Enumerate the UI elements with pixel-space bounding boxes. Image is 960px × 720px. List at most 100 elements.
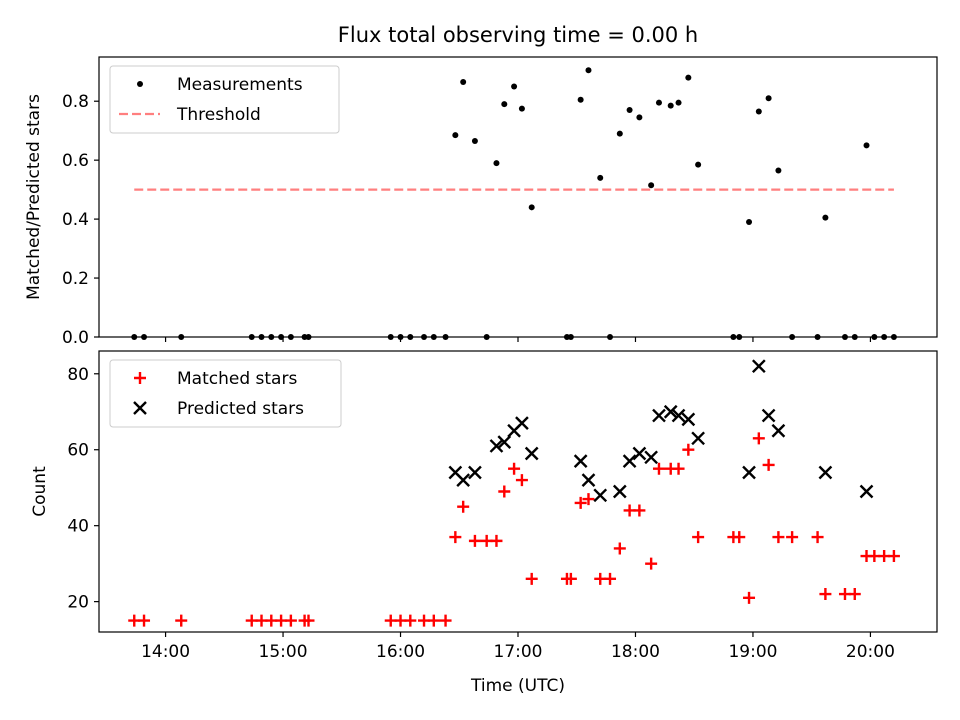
data-point	[525, 572, 538, 585]
data-point	[622, 454, 637, 468]
data-point	[743, 591, 756, 604]
series-predicted-stars	[448, 359, 874, 503]
data-point	[597, 174, 604, 181]
data-point	[822, 214, 829, 221]
y-tick-label: 0.0	[62, 328, 89, 348]
data-point	[762, 458, 775, 471]
plot-area	[128, 359, 900, 627]
data-point	[564, 572, 577, 585]
data-point	[284, 614, 297, 627]
legend-marker	[137, 81, 143, 87]
data-point	[268, 334, 275, 340]
data-point	[786, 531, 799, 544]
data-point	[881, 334, 888, 340]
data-point	[489, 439, 504, 453]
data-point	[761, 408, 776, 423]
data-point	[841, 334, 848, 340]
data-point	[811, 531, 824, 544]
data-point	[248, 334, 255, 340]
data-point	[765, 95, 772, 102]
data-point	[497, 435, 512, 449]
data-point	[404, 614, 417, 627]
data-point	[178, 334, 185, 340]
data-point	[573, 454, 588, 468]
data-point	[577, 96, 584, 103]
bottom-panel: 14:00 15:00 16:00 17:00 18:00 19:00 20:00 20 40 6…	[30, 350, 938, 696]
data-point	[645, 557, 658, 570]
plot-area	[131, 67, 897, 340]
data-point	[655, 99, 662, 106]
data-point	[691, 431, 705, 446]
data-point	[746, 219, 753, 226]
data-point	[460, 79, 467, 86]
data-point	[278, 334, 285, 340]
data-point	[612, 484, 627, 499]
x-tick-label: 19:00	[728, 642, 777, 662]
data-point	[671, 408, 686, 423]
data-point	[636, 114, 643, 121]
data-point	[581, 473, 596, 487]
data-point	[567, 334, 574, 340]
data-point	[652, 408, 666, 423]
data-point	[397, 334, 404, 340]
x-tick-label: 18:00	[611, 642, 660, 662]
data-point	[574, 496, 587, 509]
data-point	[449, 531, 462, 544]
data-point	[819, 588, 832, 601]
data-point	[871, 334, 878, 340]
data-point	[515, 416, 529, 430]
data-point	[789, 334, 796, 340]
data-point	[518, 105, 525, 112]
data-point	[582, 493, 595, 506]
x-axis-label: Time (UTC)	[470, 676, 565, 696]
data-point	[633, 504, 646, 517]
data-point	[644, 450, 658, 465]
y-tick-label: 0.6	[62, 151, 89, 171]
data-point	[528, 204, 535, 211]
data-point	[752, 432, 765, 445]
data-point	[648, 182, 655, 189]
data-point	[814, 334, 821, 340]
data-point	[616, 130, 623, 137]
legend-box	[109, 65, 340, 134]
data-point	[607, 334, 614, 340]
data-point	[682, 443, 695, 456]
data-point	[751, 359, 766, 374]
data-point	[452, 132, 459, 139]
data-point	[585, 67, 592, 74]
series-measurements	[131, 67, 897, 340]
data-point	[457, 500, 470, 513]
data-point	[421, 334, 428, 340]
y-tick-label: 60	[67, 441, 89, 461]
data-point	[848, 588, 861, 601]
data-point	[818, 465, 833, 480]
data-point	[442, 334, 449, 340]
data-point	[772, 531, 785, 544]
x-tick-label: 15:00	[259, 642, 308, 662]
data-point	[138, 614, 151, 627]
data-point	[258, 334, 265, 340]
legend-label: Predicted stars	[177, 399, 304, 419]
y-axis-label: Matched/Predicted stars	[24, 94, 44, 300]
data-point	[511, 83, 518, 90]
data-point	[471, 138, 478, 144]
x-tick-label: 16:00	[376, 642, 425, 662]
x-tick-label: 14:00	[141, 642, 190, 662]
data-point	[863, 142, 870, 149]
data-point	[456, 473, 471, 487]
legend-label: Threshold	[176, 105, 261, 125]
data-point	[730, 334, 737, 340]
data-point	[663, 404, 678, 419]
y-tick-label: 20	[67, 593, 89, 613]
top-panel: 0.0 0.2 0.4 0.6 0.8 Matched/Predicted stars Me…	[24, 56, 938, 348]
data-point	[175, 614, 188, 627]
legend-label: Matched stars	[177, 369, 297, 389]
data-point	[667, 102, 674, 109]
data-point	[439, 614, 452, 627]
data-point	[692, 531, 705, 544]
data-point	[387, 334, 394, 340]
data-point	[675, 99, 682, 106]
data-point	[515, 474, 528, 487]
y-tick-label: 0.2	[62, 269, 89, 289]
data-point	[685, 74, 692, 81]
